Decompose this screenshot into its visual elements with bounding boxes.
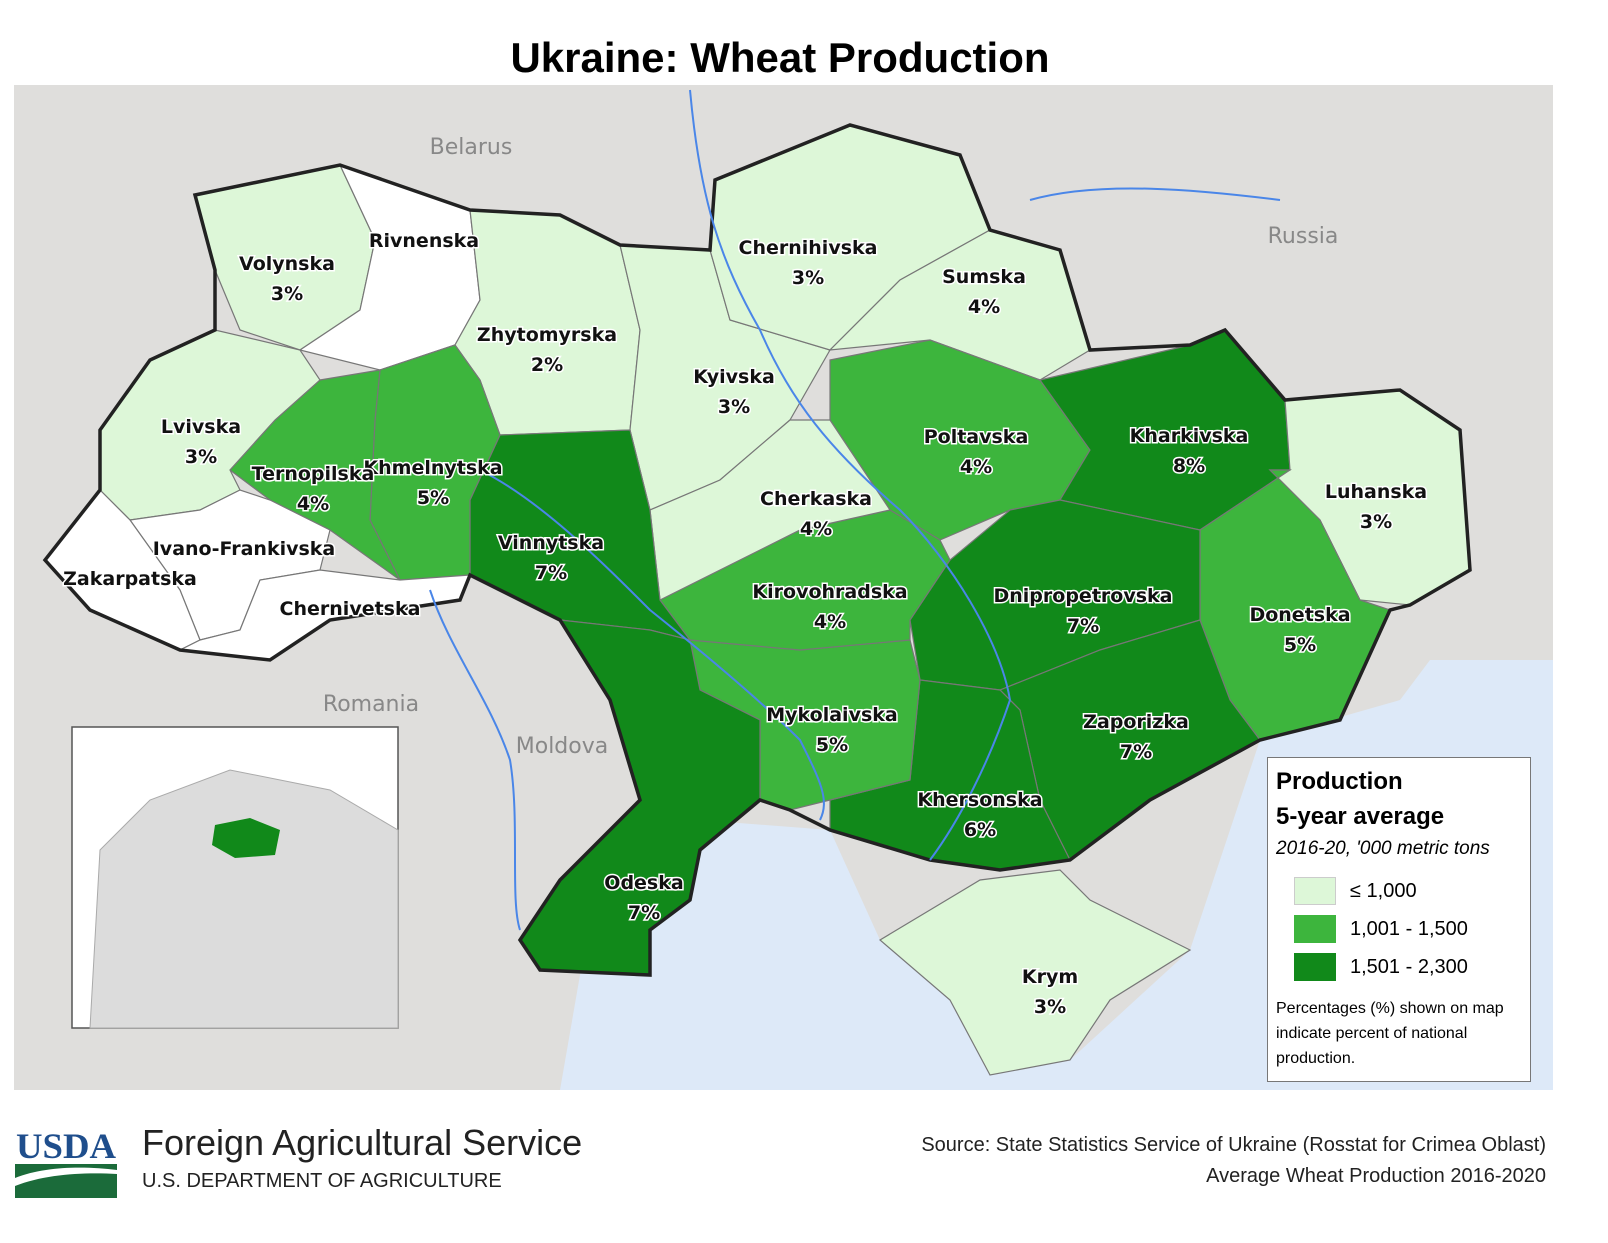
oblast-label-zakarpatska: Zakarpatska (63, 568, 197, 590)
national-border (42, 123, 1472, 977)
oblast-percent-poltavska: 4% (960, 456, 992, 478)
legend-title: Production (1276, 768, 1403, 795)
oblast-percent-lvivska: 3% (185, 446, 217, 468)
oblast-label-khmelnytska: Khmelnytska (363, 457, 502, 479)
oblast-label-kharkivska: Kharkivska (1130, 425, 1249, 447)
oblast-percent-khmelnytska: 5% (417, 487, 449, 509)
oblast-krym (878, 869, 1192, 1076)
oblast-percent-kharkivska: 8% (1173, 455, 1205, 477)
legend-item-high: 1,501 - 2,300 (1294, 948, 1522, 986)
locator-inset (71, 726, 399, 1029)
rivers (429, 89, 1281, 931)
legend-item-low: ≤ 1,000 (1294, 872, 1522, 910)
oblast-ternopilska (229, 369, 401, 581)
oblast-label-sumska: Sumska (942, 266, 1026, 288)
legend-item-mid: 1,001 - 1,500 (1294, 910, 1522, 948)
oblast-percent-zaporizka: 7% (1120, 741, 1152, 763)
oblast-percent-cherkaska: 4% (800, 518, 832, 540)
legend-note: Percentages (%) shown on map indicate pe… (1276, 1000, 1504, 1067)
oblast-label-kirovohradska: Kirovohradska (752, 581, 907, 603)
country-label-belarus: Belarus (430, 135, 513, 160)
inset-ukraine-highlight (212, 818, 280, 858)
oblast-percent-chernihivska: 3% (792, 267, 824, 289)
oblast-label-donetska: Donetska (1249, 604, 1350, 626)
oblast-percent-donetska: 5% (1284, 634, 1316, 656)
oblast-cherkaska (649, 419, 891, 601)
oblast-label-ivano-frankivska: Ivano-Frankivska (153, 538, 336, 560)
oblast-label-poltavska: Poltavska (924, 426, 1029, 448)
oblast-percent-kirovohradska: 4% (814, 611, 846, 633)
oblast-label-khersonska: Khersonska (917, 789, 1042, 811)
oblast-label-luhanska: Luhanska (1325, 481, 1427, 503)
oblast-label-rivnenska: Rivnenska (369, 230, 479, 252)
oblast-percent-volynska: 3% (271, 283, 303, 305)
country-label-romania: Romania (323, 692, 419, 717)
usda-logo: USDA (15, 1126, 117, 1198)
oblast-label-dnipropetrovska: Dnipropetrovska (994, 585, 1173, 607)
ukraine-map: Belarus Russia Romania Moldova Volynska 3… (14, 85, 1553, 1090)
oblast-percent-zhytomyrska: 2% (531, 354, 563, 376)
oblast-label-chernihivska: Chernihivska (739, 237, 878, 259)
map-title: Ukraine: Wheat Production (510, 34, 1050, 81)
oblast-label-zhytomyrska: Zhytomyrska (477, 324, 617, 346)
oblast-label-ternopilska: Ternopilska (252, 463, 375, 485)
department-name: U.S. DEPARTMENT OF AGRICULTURE (142, 1170, 502, 1192)
oblast-percent-mykolaivska: 5% (816, 734, 848, 756)
oblast-label-zaporizka: Zaporizka (1083, 711, 1189, 733)
oblast-percent-khersonska: 6% (964, 819, 996, 841)
oblast-label-krym: Krym (1022, 966, 1078, 988)
oblast-label-lvivska: Lvivska (161, 416, 241, 438)
legend: Production 5-year average 2016-20, '000 … (1267, 757, 1531, 1082)
oblast-percent-kyivska: 3% (718, 396, 750, 418)
oblast-percent-sumska: 4% (968, 296, 1000, 318)
oblast-label-chernivetska: Chernivetska (280, 598, 421, 620)
svg-text:USDA: USDA (16, 1126, 116, 1166)
source-note: Source: State Statistics Service of Ukra… (921, 1134, 1546, 1187)
oblast-percent-dnipropetrovska: 7% (1067, 615, 1099, 637)
country-label-russia: Russia (1268, 224, 1339, 249)
oblast-percent-luhanska: 3% (1360, 511, 1392, 533)
agency-name: Foreign Agricultural Service (142, 1122, 583, 1163)
legend-subtitle: 2016-20, '000 metric tons (1276, 838, 1490, 859)
legend-title-2: 5-year average (1276, 803, 1445, 830)
oblast-label-kyivska: Kyivska (693, 366, 775, 388)
oblast-percent-ternopilska: 4% (297, 493, 329, 515)
oblast-percent-odeska: 7% (628, 902, 660, 924)
oblast-label-mykolaivska: Mykolaivska (766, 704, 897, 726)
oblast-label-vinnytska: Vinnytska (498, 532, 604, 554)
oblast-label-odeska: Odeska (604, 872, 683, 894)
country-label-moldova: Moldova (516, 734, 608, 759)
oblast-label-cherkaska: Cherkaska (760, 488, 872, 510)
oblast-percent-vinnytska: 7% (535, 562, 567, 584)
oblast-percent-krym: 3% (1034, 996, 1066, 1018)
oblast-label-volynska: Volynska (239, 253, 335, 275)
